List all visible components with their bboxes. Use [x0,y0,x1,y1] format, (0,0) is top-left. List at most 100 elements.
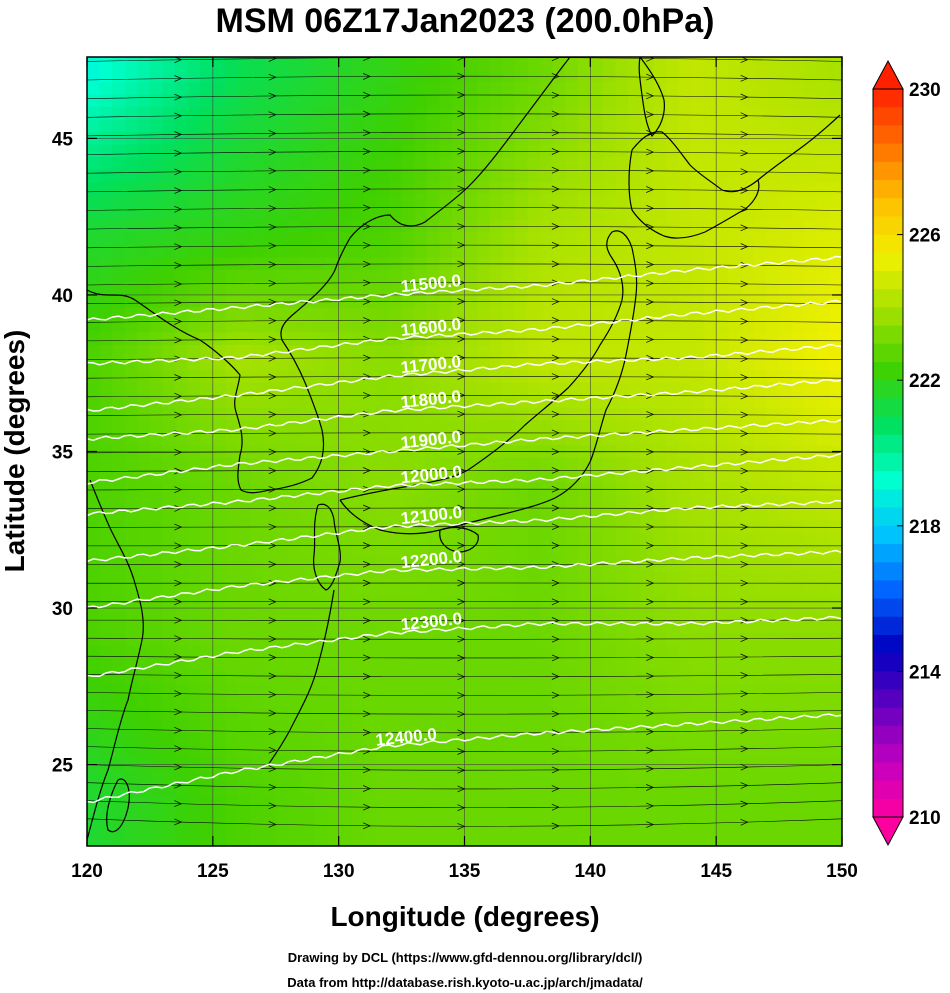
heatmap-cell [300,695,315,709]
heatmap-cell [238,720,252,734]
heatmap-cell [414,745,428,759]
heatmap-cell [439,608,453,622]
heatmap-cell [414,495,428,509]
coast-kyushu [313,503,341,591]
heatmap-cell [653,570,667,584]
heatmap-cell [804,182,818,196]
heatmap-cell [300,495,315,509]
heatmap-cell [149,683,164,697]
heatmap-cell [426,244,440,258]
streamline-arrow [362,392,371,399]
heatmap-cell [414,432,428,446]
heatmap-cell [187,207,201,221]
heatmap-cell [87,820,101,835]
heatmap-cell [426,745,440,759]
heatmap-cell [804,207,818,221]
heatmap-cell [451,320,466,334]
heatmap-cell [691,107,705,121]
heatmap-cell [112,808,126,822]
heatmap-cell [326,745,340,759]
streamline-arrow [268,354,277,362]
heatmap-cell [502,808,516,822]
streamline-arrow [740,579,749,587]
heatmap-cell [577,783,591,797]
heatmap-cell [703,457,717,471]
heatmap-cell [212,207,227,221]
heatmap-cell [602,207,617,221]
heatmap-cell [829,570,842,584]
streamline-arrow [174,523,183,531]
heatmap-cell [779,783,793,797]
heatmap-cell [804,695,818,709]
heatmap-cell [363,345,378,359]
heatmap-cell [502,157,516,171]
heatmap-cell [703,432,717,446]
heatmap-cell [212,820,227,835]
heatmap-cell [577,733,591,747]
heatmap-cell [338,833,352,846]
heatmap-cell [376,720,390,734]
heatmap-cell [678,795,692,810]
heatmap-cell [728,157,742,171]
heatmap-cell [804,370,818,384]
heatmap-cell [829,645,842,659]
heatmap-cell [691,720,705,734]
streamline-arrow [362,635,371,643]
heatmap-cell [275,658,289,672]
heatmap-cell [275,695,289,709]
heatmap-cell [149,169,164,183]
heatmap-cell [665,670,680,684]
heatmap-cell [728,633,742,647]
heatmap-cell [212,720,227,734]
streamline-arrow [268,523,277,531]
heatmap-cell [716,770,730,784]
heatmap-cell [263,570,277,584]
heatmap-cell [791,770,805,784]
heatmap-cell [527,307,541,321]
streamline-arrow [646,129,655,137]
heatmap-cell [703,595,717,609]
heatmap-cell [137,94,151,108]
streamline-arrow [551,635,560,643]
heatmap-cell [489,194,503,208]
heatmap-cell [753,695,768,709]
heatmap-cell [665,645,680,659]
heatmap-cell [477,545,491,559]
heatmap-cell [87,307,101,321]
heatmap-cell [250,695,264,709]
heatmap-cell [200,495,214,509]
heatmap-cell [338,495,352,509]
streamline-arrow [457,673,466,681]
heatmap-cell [200,69,214,83]
heatmap-cell [653,583,667,597]
heatmap-cell [238,169,252,183]
coast-china-east [87,479,144,841]
heatmap-cell [250,107,264,121]
heatmap-cell [665,157,680,171]
heatmap-cell [212,670,227,684]
heatmap-cell [238,733,252,747]
heatmap-cell [124,733,138,747]
heatmap-cell [753,345,768,359]
heatmap-cell [288,232,302,246]
heatmap-cell [212,94,227,108]
heatmap-cell [577,244,591,258]
streamline-arrow [174,486,183,494]
streamline-arrow [362,617,371,624]
heatmap-cell [691,745,705,759]
heatmap-cell [451,169,466,183]
heatmap-cell [212,695,227,709]
heatmap-cell [716,107,730,121]
heatmap-cell [514,583,529,597]
heatmap-cell [300,69,315,83]
heatmap-cell [741,357,755,371]
streamline-arrow [646,448,655,456]
heatmap-cell [728,232,742,246]
streamline-arrow [268,130,277,137]
heatmap-cell [703,745,717,759]
heatmap-cell [124,257,138,271]
heatmap-cell [451,795,466,810]
heatmap-cell [200,144,214,158]
heatmap-cell [728,407,742,421]
heatmap-cell [162,720,176,734]
